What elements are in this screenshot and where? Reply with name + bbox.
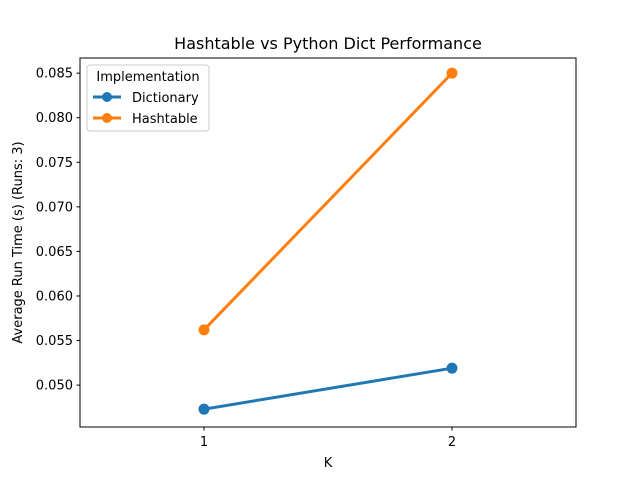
data-point-hashtable xyxy=(446,67,458,79)
y-tick-label: 0.075 xyxy=(36,156,73,171)
y-tick-label: 0.050 xyxy=(36,379,73,394)
legend-label-dictionary: Dictionary xyxy=(132,91,199,106)
data-point-dictionary xyxy=(198,403,210,415)
y-tick-label: 0.060 xyxy=(36,289,73,304)
plot-area: 0.050 0.055 0.060 0.065 0.070 0.075 0.080 0.085… xyxy=(36,67,458,450)
y-tick-label: 0.055 xyxy=(36,334,73,349)
y-tick-label: 0.065 xyxy=(36,245,73,260)
data-point-hashtable xyxy=(198,324,210,336)
x-tick-label: 2 xyxy=(448,435,456,450)
y-tick-label: 0.070 xyxy=(36,200,73,215)
axes-frame xyxy=(79,57,577,428)
y-tick-label: 0.080 xyxy=(36,111,73,126)
legend-marker-hashtable xyxy=(102,113,112,123)
x-tick-label: 1 xyxy=(200,435,208,450)
legend-marker-dictionary xyxy=(102,92,112,102)
legend-box xyxy=(86,64,210,132)
y-tick-label: 0.085 xyxy=(36,67,73,82)
x-axis-label: K xyxy=(324,456,333,471)
legend-label-hashtable: Hashtable xyxy=(132,112,198,127)
legend-title: Implementation xyxy=(96,70,199,85)
data-point-dictionary xyxy=(446,362,458,374)
chart-title: Hashtable vs Python Dict Performance xyxy=(174,34,482,53)
legend: Implementation Dictionary Hashtable xyxy=(86,64,210,132)
y-axis-label: Average Run Time (s) (Runs: 3) xyxy=(11,141,26,343)
series-line-hashtable xyxy=(201,71,455,332)
series-line-dictionary xyxy=(202,366,454,411)
